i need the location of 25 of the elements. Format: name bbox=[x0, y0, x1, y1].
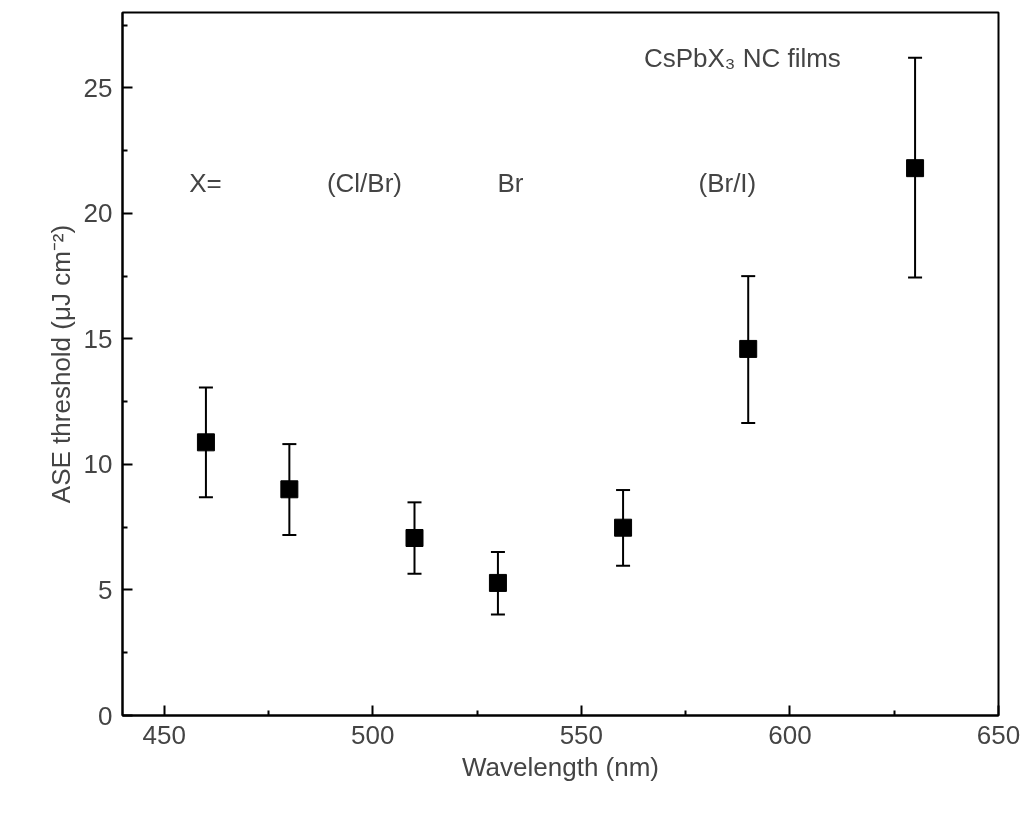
x-tick-label: 500 bbox=[351, 719, 395, 750]
x-tick-label: 550 bbox=[559, 719, 604, 750]
y-tick-label: 0 bbox=[98, 700, 113, 731]
point bbox=[906, 159, 925, 178]
x-tick-label: 600 bbox=[768, 719, 812, 750]
annotation: (Cl/Br) bbox=[326, 168, 402, 199]
y-tick-label: 15 bbox=[83, 323, 113, 354]
point bbox=[614, 518, 633, 537]
y-tick-label: 10 bbox=[83, 449, 113, 480]
point bbox=[196, 433, 215, 452]
point bbox=[280, 480, 299, 499]
y-tick-label: 20 bbox=[83, 198, 113, 229]
y-tick-label: 5 bbox=[98, 574, 113, 605]
x-axis-title: Wavelength (nm) bbox=[462, 751, 659, 782]
x-tick-label: 450 bbox=[142, 719, 186, 750]
annotation: (Br/I) bbox=[698, 168, 757, 199]
x-tick-label: 650 bbox=[976, 719, 1021, 750]
annotation: Br bbox=[497, 168, 524, 199]
point bbox=[488, 573, 507, 592]
y-tick-label: 25 bbox=[83, 72, 113, 103]
annotation: X= bbox=[189, 168, 222, 199]
point bbox=[739, 339, 758, 358]
y-axis-title: ASE threshold (μJ cm⁻²) bbox=[45, 224, 76, 504]
annotation: CsPbX₃ NC films bbox=[643, 42, 841, 73]
point bbox=[405, 528, 424, 547]
